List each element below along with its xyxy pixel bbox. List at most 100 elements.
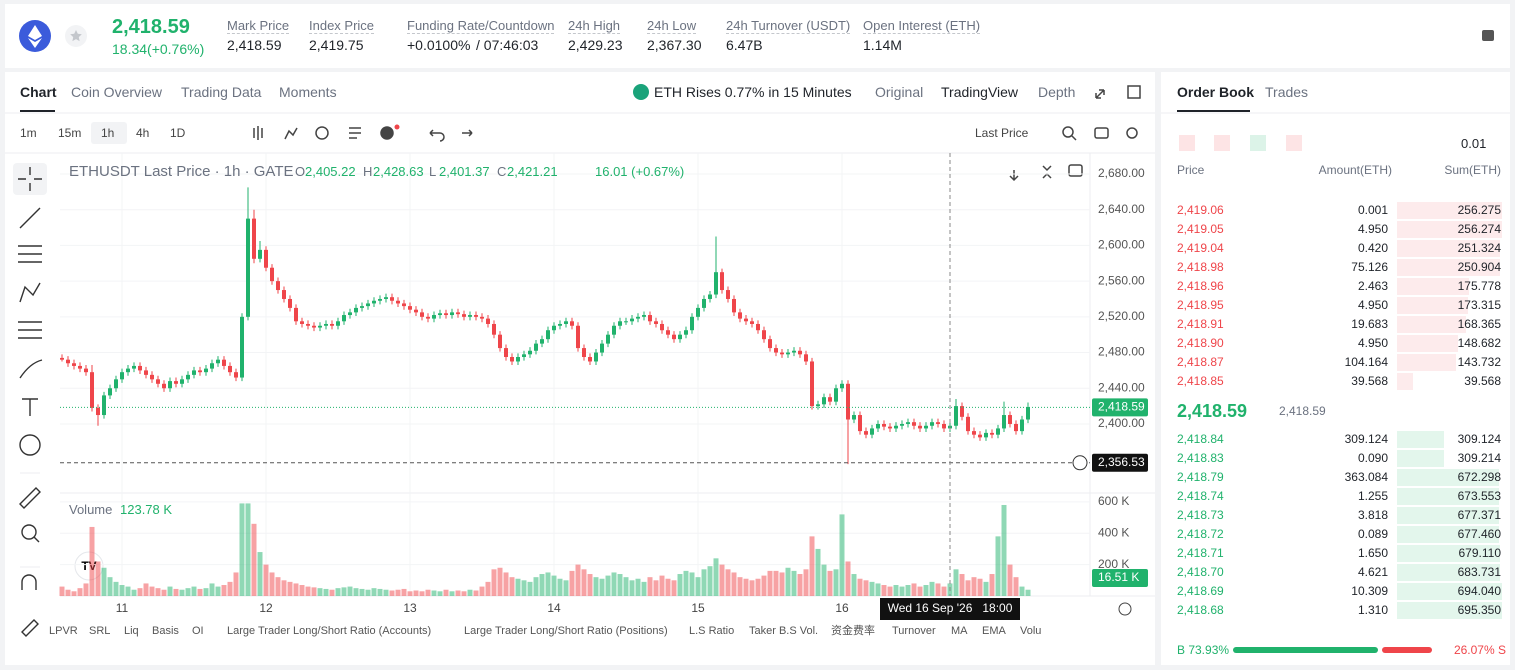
volume-bar bbox=[587, 574, 593, 596]
candle-body bbox=[126, 368, 130, 373]
candle-body bbox=[480, 316, 484, 319]
ob-view-alt[interactable] bbox=[1286, 135, 1302, 151]
depth-bar bbox=[1397, 526, 1500, 543]
candle-body bbox=[324, 323, 328, 326]
view-tab[interactable]: Depth bbox=[1038, 84, 1076, 100]
volume-bar bbox=[779, 572, 785, 596]
volume-bar bbox=[929, 581, 935, 596]
chart-tab[interactable]: Trading Data bbox=[181, 84, 262, 100]
chart-tab[interactable]: Chart bbox=[20, 84, 57, 100]
indicator[interactable]: Basis bbox=[152, 625, 179, 637]
chart-settings[interactable] bbox=[1118, 602, 1132, 616]
indicator[interactable]: Volu bbox=[1020, 625, 1042, 637]
indicator[interactable]: OI bbox=[192, 625, 204, 637]
candle-body bbox=[384, 297, 388, 299]
view-tab[interactable]: Original bbox=[875, 84, 924, 100]
settings-icon[interactable] bbox=[1482, 30, 1494, 41]
volume-bar bbox=[875, 583, 881, 596]
depth-bar bbox=[1397, 259, 1500, 276]
candle-body bbox=[102, 395, 106, 416]
volume-bar bbox=[851, 574, 857, 596]
ob-view-both[interactable] bbox=[1179, 135, 1195, 151]
view-tab[interactable]: TradingView bbox=[941, 84, 1019, 100]
candle-body bbox=[624, 321, 628, 323]
y-tick-label: 2,600.00 bbox=[1098, 238, 1145, 252]
candle-body bbox=[276, 281, 280, 291]
ob-price: 2,418.74 bbox=[1177, 489, 1224, 503]
candle-body bbox=[162, 383, 166, 389]
candle-body bbox=[684, 330, 688, 335]
depth-bar bbox=[1397, 297, 1468, 314]
candle-body bbox=[690, 316, 694, 331]
chart-tab[interactable]: Coin Overview bbox=[71, 84, 163, 100]
volume-bar bbox=[743, 578, 749, 596]
indicator[interactable]: 资金费率 bbox=[831, 625, 875, 637]
stat-label: 24h High bbox=[568, 18, 621, 34]
indicator[interactable]: Turnover bbox=[892, 625, 936, 637]
indicator[interactable]: SRL bbox=[89, 625, 111, 637]
candle-body bbox=[546, 330, 550, 340]
chart-tab[interactable]: Moments bbox=[279, 84, 337, 100]
volume-bar bbox=[131, 589, 137, 596]
candle-body bbox=[66, 359, 70, 364]
ob-view-asks[interactable] bbox=[1214, 135, 1230, 151]
candle-body bbox=[708, 294, 712, 299]
indicator[interactable]: LPVR bbox=[49, 625, 78, 637]
indicator[interactable]: Taker B.S Vol. bbox=[749, 625, 819, 637]
candle-body bbox=[990, 432, 994, 435]
volume-bar bbox=[419, 591, 425, 596]
volume-bar bbox=[959, 574, 965, 596]
price-change: 18.34(+0.76%) bbox=[112, 41, 205, 57]
depth-bar bbox=[1397, 221, 1502, 238]
candle-body bbox=[150, 374, 154, 380]
ob-sum: 143.732 bbox=[1457, 355, 1501, 369]
volume-bar bbox=[401, 588, 407, 596]
price-type[interactable]: Last Price bbox=[975, 126, 1029, 140]
ob-amount: 39.568 bbox=[1351, 374, 1388, 388]
volume-bar bbox=[287, 581, 293, 596]
y-tick-label: 2,400.00 bbox=[1098, 416, 1145, 430]
candle-body bbox=[906, 422, 910, 424]
interval: 1h bbox=[101, 126, 115, 140]
candle-body bbox=[366, 303, 370, 307]
depth-bar bbox=[1397, 278, 1470, 295]
volume-bar bbox=[185, 588, 191, 596]
indicator[interactable]: Liq bbox=[124, 625, 139, 637]
volume-bar bbox=[443, 589, 449, 596]
time-tag bbox=[880, 598, 1020, 620]
candle-body bbox=[606, 334, 610, 344]
volume-bar bbox=[785, 567, 791, 596]
indicator[interactable]: EMA bbox=[982, 625, 1006, 637]
ob-amount: 104.164 bbox=[1344, 355, 1388, 369]
ob-precision[interactable]: 0.01 bbox=[1461, 136, 1487, 151]
alert[interactable]: ETH Rises 0.77% in 15 Minutes bbox=[654, 84, 852, 100]
volume-bar bbox=[275, 577, 281, 596]
volume-bar bbox=[125, 586, 131, 596]
ob-tab[interactable]: Order Book bbox=[1177, 84, 1255, 100]
candle-body bbox=[960, 406, 964, 417]
ob-view-bids[interactable] bbox=[1250, 135, 1266, 151]
ob-price: 2,418.91 bbox=[1177, 317, 1224, 331]
candle-body bbox=[798, 350, 802, 355]
ob-tab[interactable]: Trades bbox=[1265, 84, 1309, 100]
indicator[interactable]: MA bbox=[951, 625, 968, 637]
ob-amount: 1.255 bbox=[1357, 489, 1388, 503]
candle-body bbox=[60, 357, 64, 360]
candle-body bbox=[282, 290, 286, 299]
indicator[interactable]: Large Trader Long/Short Ratio (Positions… bbox=[464, 625, 668, 637]
y-tick-label: 400 K bbox=[1098, 525, 1129, 539]
indicator[interactable]: Large Trader Long/Short Ratio (Accounts) bbox=[227, 625, 432, 637]
drawing-tools[interactable] bbox=[13, 163, 47, 637]
candle-body bbox=[132, 365, 136, 369]
indicator[interactable]: L.S Ratio bbox=[689, 625, 735, 637]
depth-bar bbox=[1397, 545, 1500, 562]
volume-bar bbox=[653, 580, 659, 596]
interval-selected[interactable] bbox=[91, 122, 127, 144]
ohlc-value: 2,428.63 bbox=[373, 164, 424, 179]
y-tick-label: 2,680.00 bbox=[1098, 166, 1145, 180]
candle-body bbox=[234, 372, 238, 378]
ob-sum: 250.904 bbox=[1457, 260, 1501, 274]
volume-last-label: 16.51 K bbox=[1098, 570, 1139, 584]
candle-body bbox=[840, 383, 844, 389]
